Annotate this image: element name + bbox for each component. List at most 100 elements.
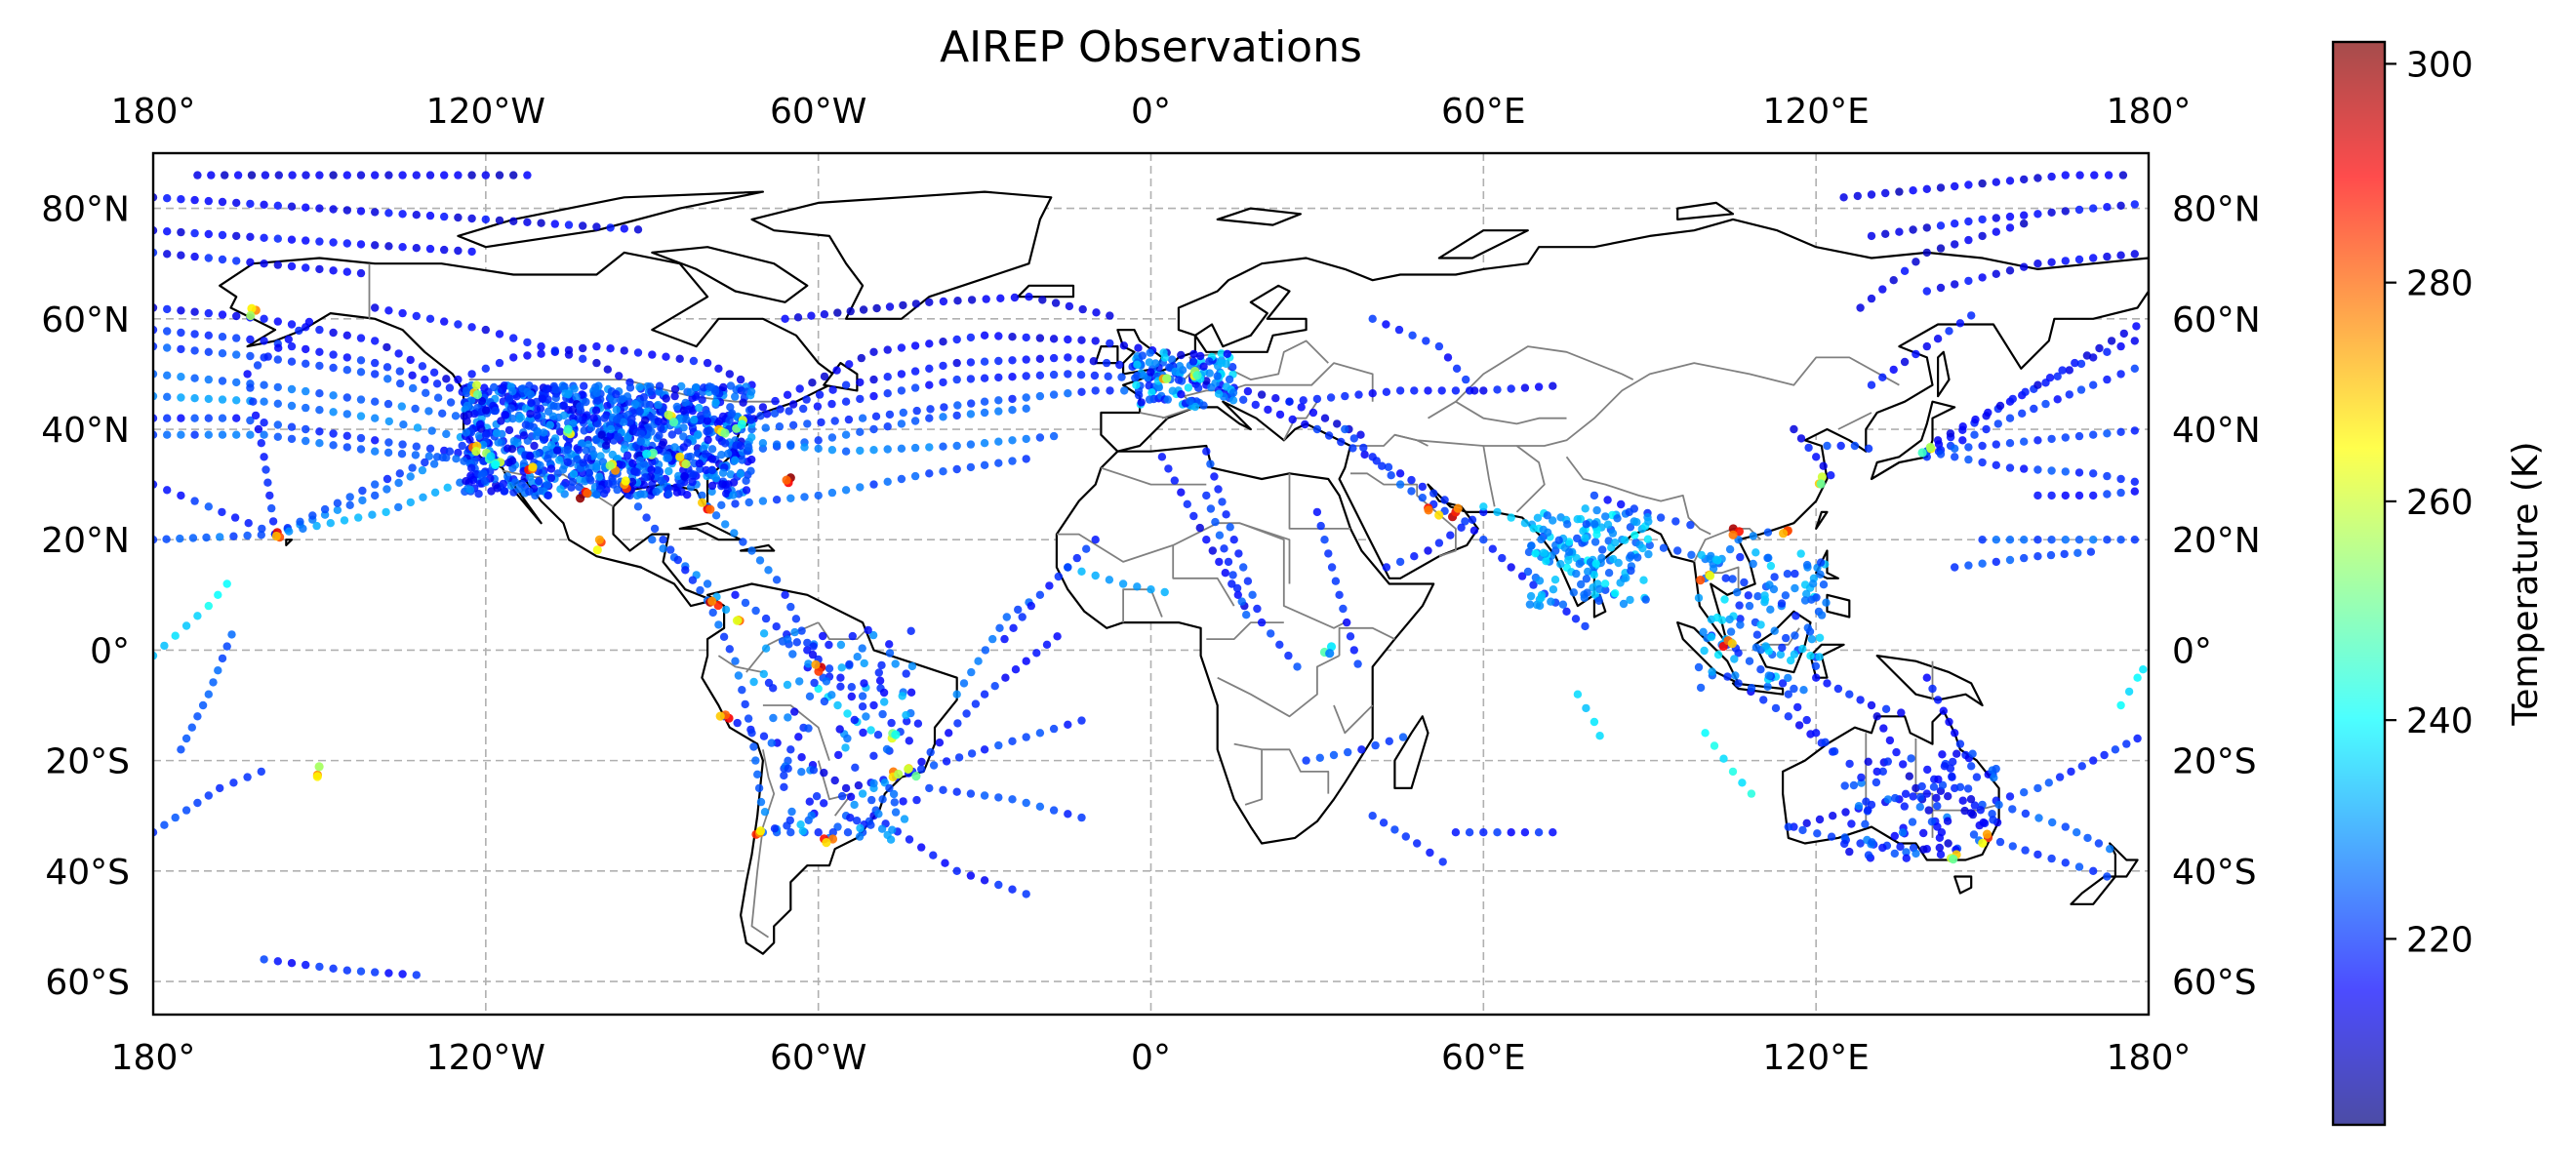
observation-point	[682, 415, 691, 424]
lon-labels-bottom: 180° 120°W 60°W 0° 60°E 120°E 180°	[111, 1038, 2192, 1078]
observation-point	[1759, 696, 1768, 704]
observation-point	[1064, 353, 1072, 362]
observation-point	[1468, 515, 1477, 524]
colorbar-label: Temperature (K)	[2506, 441, 2546, 726]
observation-point	[1479, 828, 1488, 837]
observation-point	[593, 396, 602, 405]
observation-point	[569, 414, 578, 422]
observation-point	[784, 713, 792, 722]
observation-point	[603, 401, 612, 411]
observation-point	[287, 401, 297, 411]
country-border	[1056, 522, 1291, 584]
observation-point	[1611, 539, 1620, 547]
observation-point	[2076, 385, 2086, 394]
observation-point	[1799, 686, 1808, 695]
observation-point	[493, 484, 502, 493]
flight-track-pac-far-south	[260, 955, 421, 979]
observation-point	[1864, 851, 1873, 859]
observation-point	[1919, 828, 1928, 838]
observation-point	[467, 214, 476, 223]
observation-point	[994, 356, 1003, 366]
flight-track-africa-5	[1000, 536, 1100, 644]
observation-point	[2005, 555, 2015, 565]
observation-point	[550, 346, 559, 355]
observation-point	[315, 406, 324, 415]
observation-point	[939, 338, 947, 346]
observation-point	[1721, 574, 1730, 582]
observation-point	[1845, 847, 1854, 857]
observation-point	[1804, 443, 1813, 453]
observation-point	[218, 377, 227, 385]
observation-point	[163, 304, 172, 314]
observation-point	[613, 416, 622, 424]
observation-point	[1507, 384, 1515, 393]
flight-track-tasman-1	[1994, 800, 2114, 854]
observation-point	[883, 345, 892, 354]
observation-point	[1564, 556, 1573, 565]
observation-point	[1359, 443, 1368, 453]
observation-point	[1879, 724, 1888, 733]
observation-point	[674, 471, 683, 481]
observation-point	[1982, 829, 1992, 839]
observation-point	[856, 394, 865, 404]
observation-point	[666, 545, 675, 554]
observation-point	[719, 382, 728, 392]
observation-point	[2033, 260, 2042, 268]
observation-point	[1091, 386, 1100, 395]
observation-point	[1533, 513, 1543, 522]
observation-point	[756, 797, 766, 807]
observation-point	[692, 383, 701, 392]
observation-point	[356, 334, 366, 342]
observation-point	[2033, 783, 2042, 793]
observation-point	[904, 764, 913, 775]
observation-point	[1424, 505, 1433, 515]
observation-point	[2074, 862, 2084, 871]
observation-point	[382, 485, 391, 494]
observation-point	[1429, 489, 1438, 498]
observation-point	[526, 452, 535, 460]
observation-point	[442, 375, 451, 383]
observation-point	[1638, 543, 1647, 553]
observation-point	[795, 677, 804, 686]
observation-point	[897, 444, 906, 453]
observation-point	[885, 649, 895, 658]
observation-point	[181, 734, 191, 743]
observation-point	[1582, 520, 1591, 529]
observation-point	[653, 465, 662, 475]
observation-point	[1867, 380, 1876, 389]
observation-point	[1794, 721, 1804, 730]
observation-point	[862, 712, 870, 721]
observation-point	[312, 521, 321, 531]
observation-point	[1791, 583, 1799, 593]
observation-point	[1812, 453, 1821, 461]
observation-point	[190, 307, 199, 316]
observation-point	[1137, 398, 1146, 407]
observation-point	[1210, 472, 1219, 481]
observation-point	[284, 335, 293, 343]
observation-point	[887, 718, 896, 728]
observation-point	[1053, 632, 1062, 641]
observation-point	[2089, 430, 2098, 439]
observation-point	[880, 698, 889, 706]
observation-point	[1022, 890, 1030, 898]
observation-point	[523, 351, 532, 360]
flight-track-e-asia-1	[1790, 424, 1835, 480]
observation-point	[193, 712, 202, 721]
observation-point	[1382, 387, 1391, 396]
observation-point	[711, 398, 720, 407]
country-border	[762, 704, 830, 761]
observation-point	[2020, 464, 2029, 473]
observation-point	[2116, 536, 2125, 544]
observation-point	[2071, 358, 2079, 368]
observation-point	[342, 393, 351, 402]
observation-point	[869, 446, 878, 455]
observation-point	[1964, 217, 1973, 226]
observation-point	[1577, 579, 1586, 589]
observation-point	[1549, 516, 1557, 525]
observation-point	[910, 471, 920, 481]
observation-point	[738, 686, 746, 695]
observation-point	[1199, 362, 1208, 371]
observation-point	[1776, 650, 1786, 659]
observation-point	[739, 398, 747, 407]
observation-point	[841, 783, 851, 793]
